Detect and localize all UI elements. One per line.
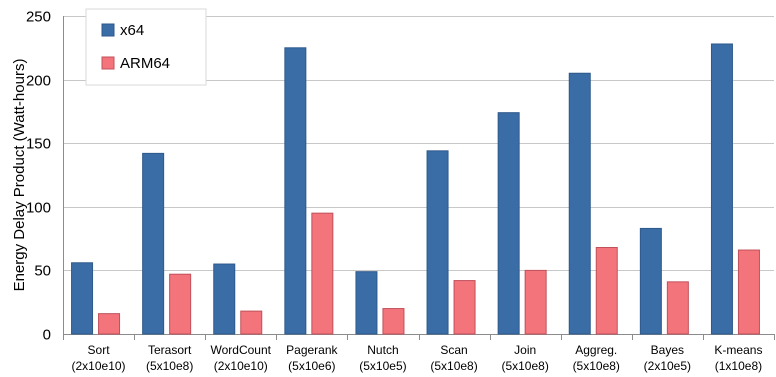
legend-swatch-x64 — [101, 23, 115, 37]
x-category-sublabel: (5x10e8) — [146, 359, 193, 373]
x-category-sublabel: (5x10e8) — [430, 359, 477, 373]
bar-arm64-wordcount — [240, 310, 263, 335]
x-category-label: Sort — [88, 343, 111, 357]
x-category-label: Pagerank — [286, 343, 338, 357]
bar-arm64-terasort — [169, 273, 192, 335]
bar-x64-join — [497, 112, 520, 335]
bars — [71, 43, 760, 335]
x-category-label: Terasort — [148, 343, 192, 357]
bar-x64-kmeans — [710, 43, 733, 335]
y-tick-label: 150 — [26, 136, 51, 153]
x-category-sublabel: (2x10e10) — [72, 359, 126, 373]
bar-x64-nutch — [355, 271, 378, 335]
x-category-label: K-means — [714, 343, 762, 357]
y-tick-label: 50 — [34, 263, 51, 280]
bar-arm64-kmeans — [737, 249, 760, 335]
y-tick-label: 100 — [26, 200, 51, 217]
bar-x64-bayes — [639, 227, 662, 335]
bar-arm64-scan — [453, 280, 476, 335]
y-tick-labels: 0 50 100 150 200 250 — [26, 9, 51, 344]
bar-arm64-aggreg — [595, 247, 618, 335]
legend-label-x64: x64 — [120, 22, 144, 39]
bar-x64-sort — [71, 262, 94, 335]
x-category-label: WordCount — [211, 343, 272, 357]
bar-arm64-join — [524, 269, 547, 335]
bar-x64-wordcount — [213, 263, 236, 335]
x-category-label: Bayes — [651, 343, 684, 357]
y-tick-label: 200 — [26, 73, 51, 90]
bar-x64-pagerank — [284, 47, 307, 335]
x-category-label: Aggreg. — [575, 343, 617, 357]
bar-arm64-pagerank — [311, 212, 334, 335]
y-tick-label: 0 — [43, 327, 51, 344]
legend: x64 ARM64 — [85, 8, 207, 86]
legend-label-arm64: ARM64 — [120, 55, 170, 72]
bar-arm64-sort — [98, 313, 121, 335]
x-category-sublabel: (5x10e6) — [288, 359, 335, 373]
x-category-labels: Sort (2x10e10) Terasort (5x10e8) WordCount (2… — [72, 343, 763, 373]
y-axis-title: Energy Delay Product (Watt-hours) — [11, 59, 28, 292]
y-tick-label: 250 — [26, 9, 51, 26]
legend-swatch-arm64 — [101, 56, 115, 70]
x-category-sublabel: (5x10e8) — [501, 359, 548, 373]
bar-x64-scan — [426, 150, 449, 335]
x-category-label: Join — [514, 343, 536, 357]
x-category-sublabel: (2x10e5) — [644, 359, 691, 373]
x-category-sublabel: (1x10e8) — [715, 359, 762, 373]
bar-arm64-bayes — [666, 281, 689, 335]
bar-x64-terasort — [142, 152, 165, 335]
legend-box — [85, 8, 207, 86]
x-category-sublabel: (5x10e5) — [359, 359, 406, 373]
x-category-label: Nutch — [367, 343, 398, 357]
x-category-sublabel: (2x10e10) — [214, 359, 268, 373]
x-category-sublabel: (5x10e8) — [573, 359, 620, 373]
x-category-label: Scan — [440, 343, 467, 357]
bar-x64-aggreg — [568, 72, 591, 335]
bar-arm64-nutch — [382, 308, 405, 335]
